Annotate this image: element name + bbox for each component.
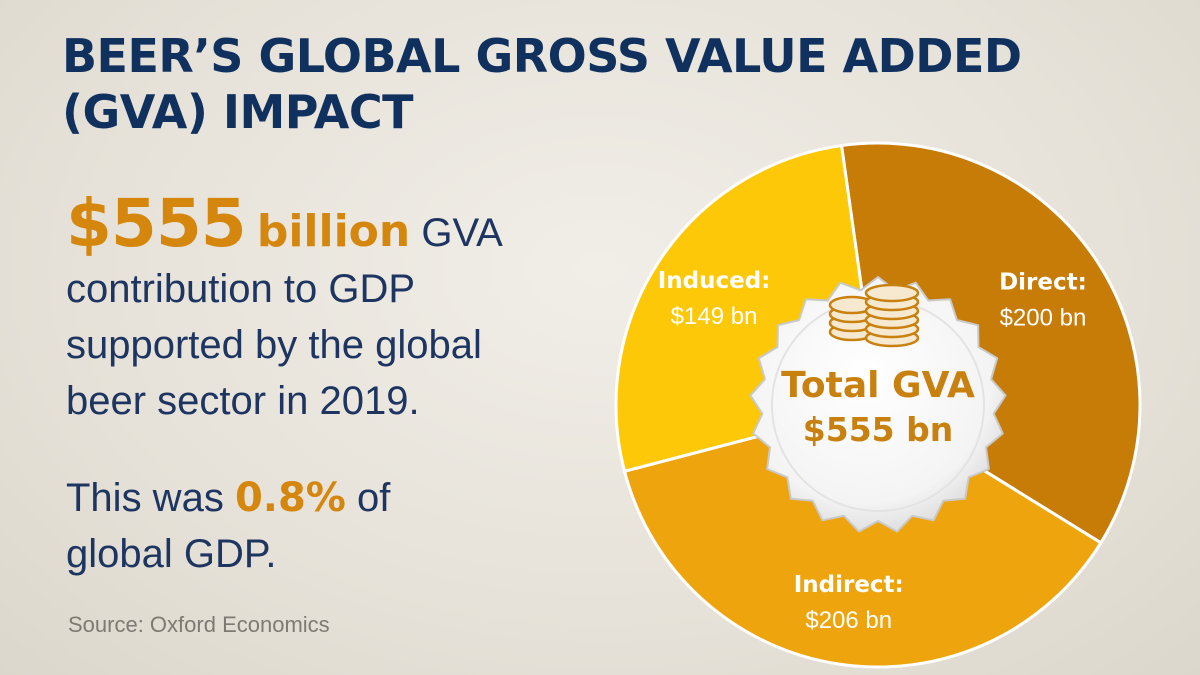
slice-label-induced: Induced: (658, 268, 771, 294)
page-title: BEER’S GLOBAL GROSS VALUE ADDED (GVA) IM… (62, 28, 1162, 140)
coin-icon (864, 283, 920, 303)
gdp-share-statement: This was 0.8% of global GDP. (66, 470, 586, 582)
pie-slice-direct (839, 141, 1142, 545)
headline-text-2: contribution to GDP (66, 267, 416, 311)
headline-amount: $555 (66, 185, 247, 262)
slice-label-direct: Direct: (999, 269, 1087, 295)
slice-value-induced: $149 bn (671, 303, 758, 330)
headline-text-4: beer sector in 2019. (66, 379, 420, 423)
coins-icon (828, 283, 920, 348)
center-label: Total GVA (781, 365, 975, 406)
share-suffix: of (345, 476, 391, 520)
bottle-cap-shape (749, 276, 1007, 533)
title-line-2: (GVA) IMPACT (62, 85, 414, 139)
center-value: $555 bn (803, 410, 953, 449)
slice-value-indirect: $206 bn (805, 607, 892, 634)
share-line-2: global GDP. (66, 532, 277, 576)
share-percent: 0.8% (234, 475, 346, 521)
slice-label-indirect: Indirect: (794, 572, 904, 598)
source-note: Source: Oxford Economics (68, 612, 330, 637)
headline-text-1: GVA (410, 211, 503, 255)
slice-labels: Direct: $200 bn Indirect: $206 bn Induced: $1… (658, 268, 1087, 634)
headline-statement: $555 billion GVA contribution to GDP sup… (66, 191, 586, 429)
slice-value-direct: $200 bn (1000, 304, 1087, 331)
title-line-1: BEER’S GLOBAL GROSS VALUE ADDED (62, 29, 1022, 83)
share-prefix: This was (66, 476, 235, 520)
bottle-cap (749, 276, 1007, 533)
headline-unit: billion (256, 206, 411, 257)
headline-text-3: supported by the global (66, 323, 482, 367)
